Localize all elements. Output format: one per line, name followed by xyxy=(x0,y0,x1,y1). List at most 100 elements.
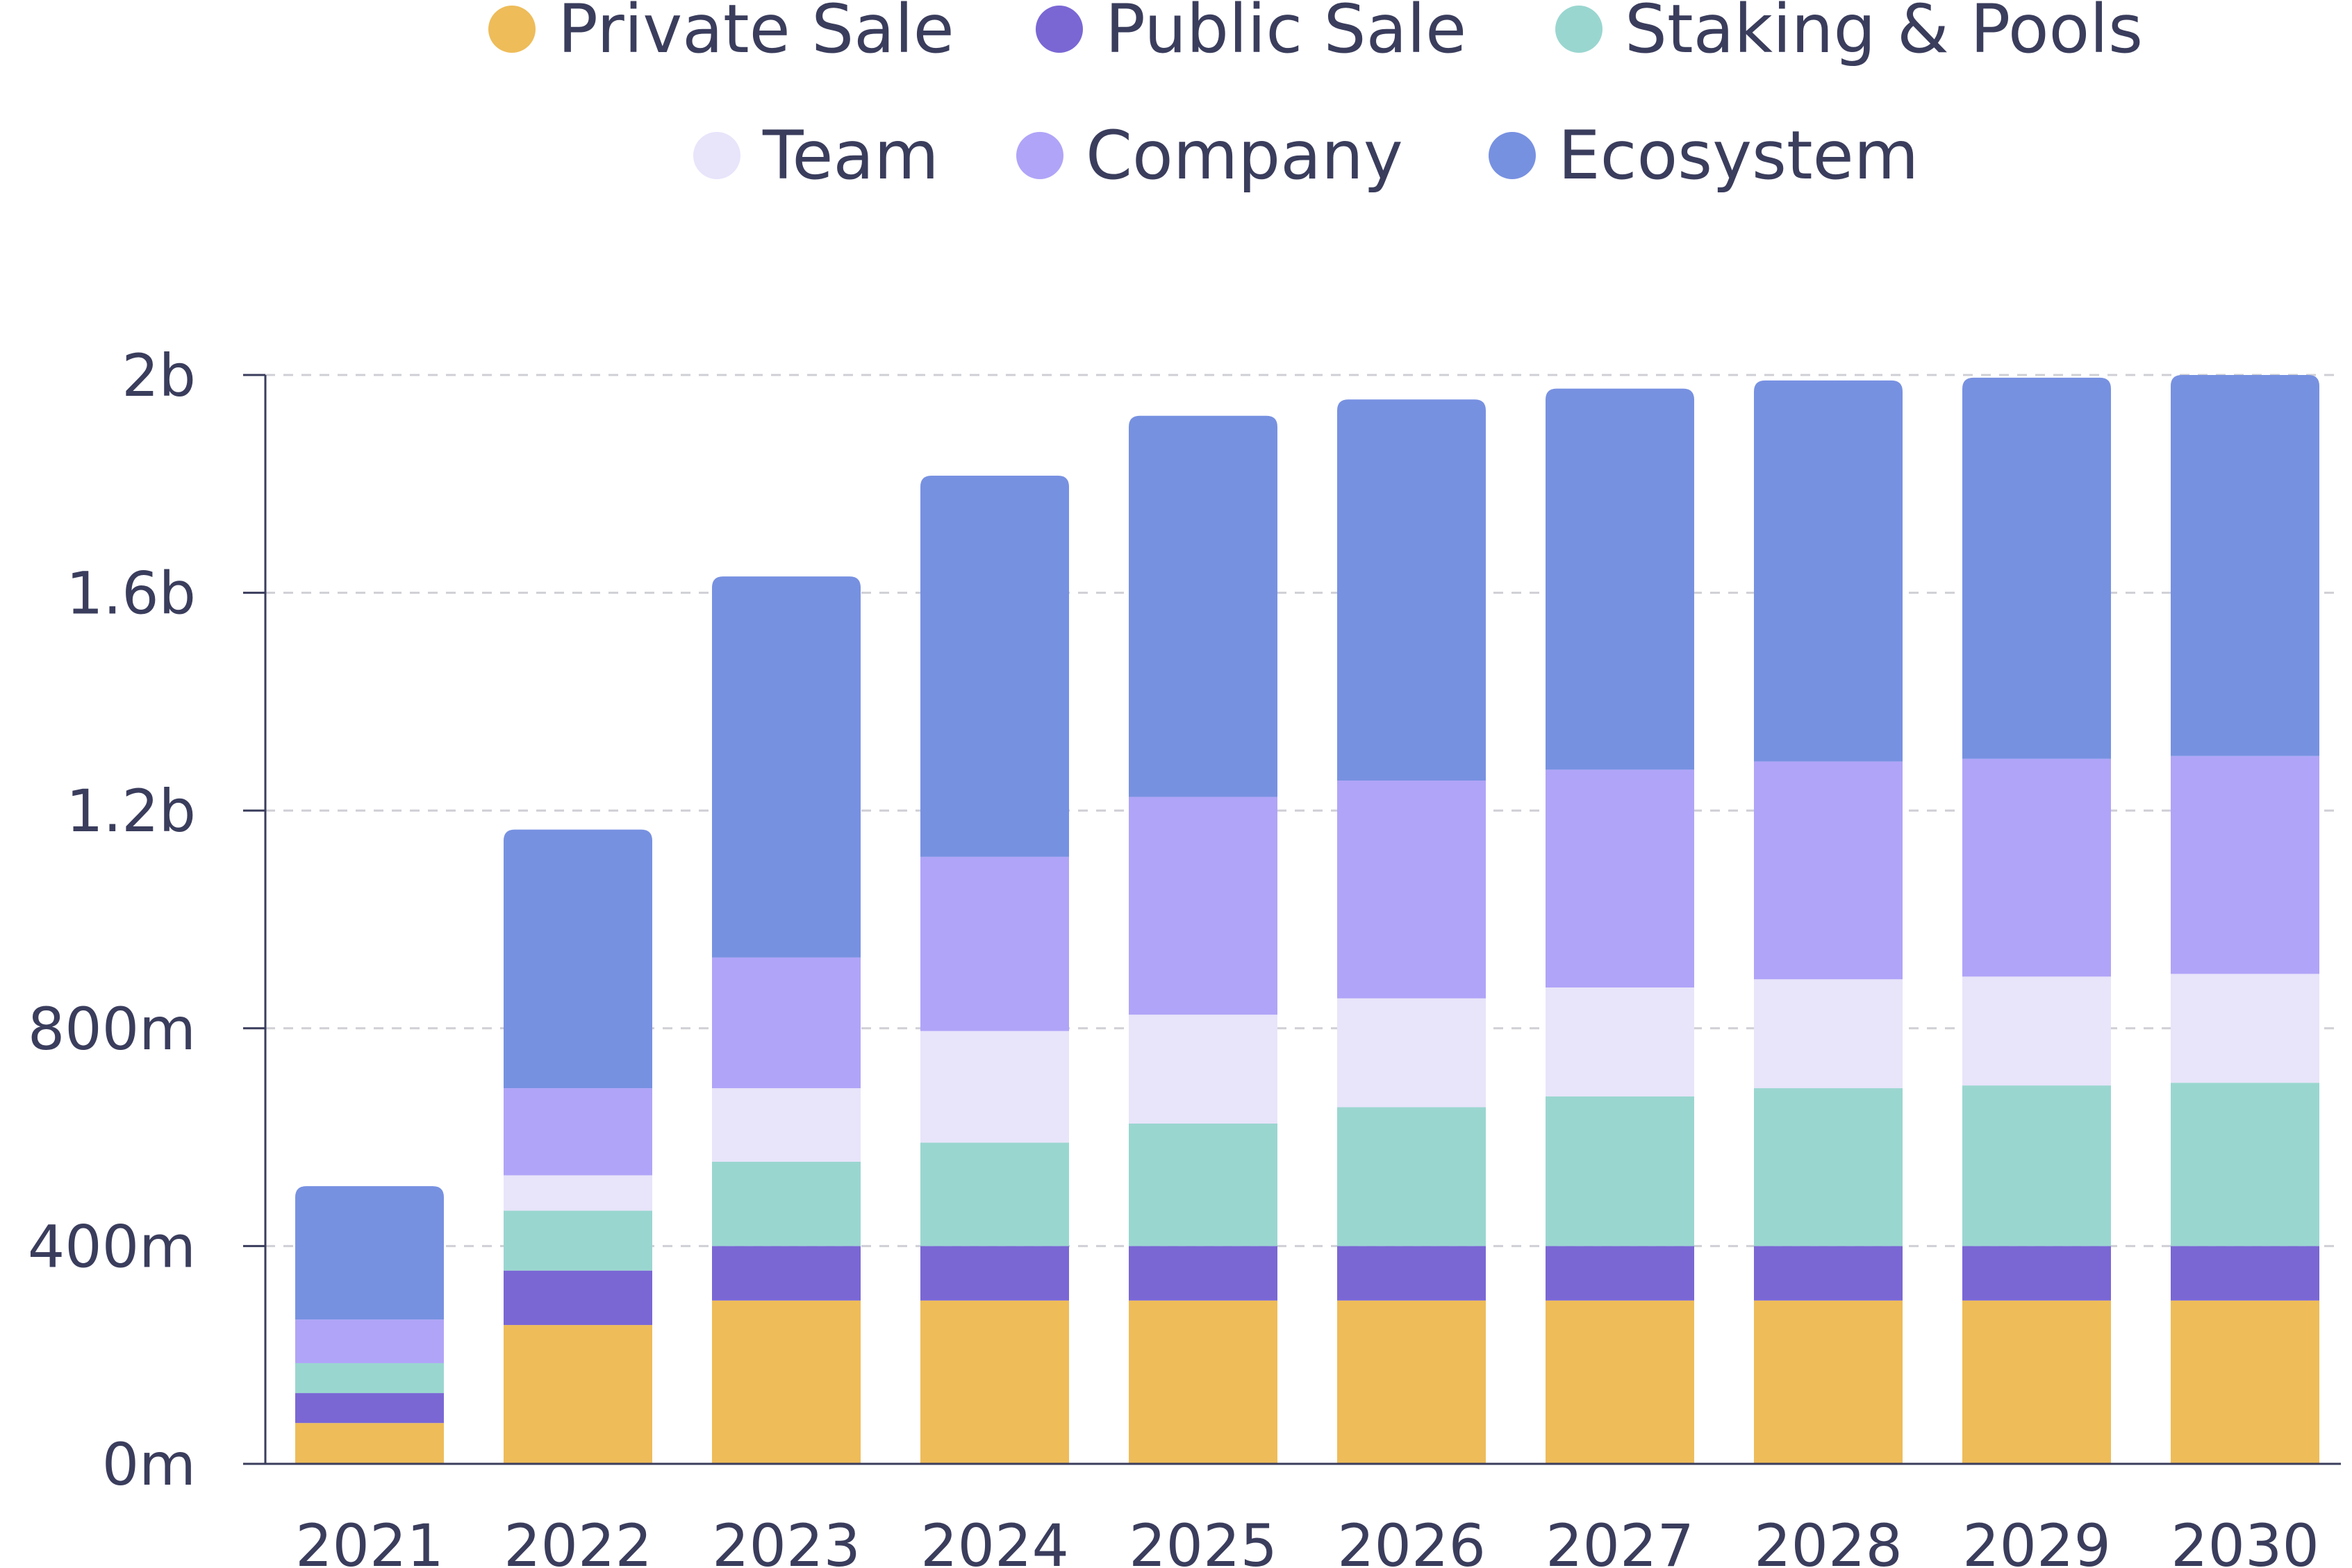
legend-label-team: Team xyxy=(762,117,939,194)
bar-segment-2024-ecosystem xyxy=(920,476,1069,857)
bar-segment-2026-team xyxy=(1337,998,1486,1108)
bar-segment-2030-team xyxy=(2171,974,2319,1083)
chart-legend: Private Sale Public Sale Staking & Pools Te… xyxy=(488,0,2143,194)
bar-segment-2025-company xyxy=(1129,796,1277,1015)
bar-segment-2027-ecosystem xyxy=(1546,388,1694,770)
bar-group-2029 xyxy=(1962,377,2111,1464)
bar-segment-2021-ecosystem xyxy=(295,1186,444,1320)
bar-segment-2030-company xyxy=(2171,756,2319,974)
bar-segment-2023-public-sale xyxy=(712,1246,861,1301)
x-tick-label-2029: 2029 xyxy=(1962,1512,2111,1568)
bar-segment-2022-company xyxy=(504,1088,652,1176)
bar-segment-2021-private-sale xyxy=(295,1423,444,1464)
legend-marker-company xyxy=(1016,132,1063,179)
bar-segment-2021-company xyxy=(295,1319,444,1363)
y-tick-label-1-2b: 1.2b xyxy=(66,777,196,845)
bar-segment-2029-team xyxy=(1962,976,2111,1086)
bar-group-2023 xyxy=(712,576,861,1464)
legend-marker-ecosystem xyxy=(1489,132,1536,179)
bar-segment-2028-public-sale xyxy=(1754,1246,1903,1301)
x-tick-label-2021: 2021 xyxy=(295,1512,444,1568)
bar-segment-2028-company xyxy=(1754,761,1903,980)
bar-segment-2030-ecosystem xyxy=(2171,375,2319,756)
bar-segment-2027-private-sale xyxy=(1546,1300,1694,1464)
legend-marker-private-sale xyxy=(488,6,536,53)
x-tick-label-2025: 2025 xyxy=(1129,1512,1277,1568)
x-tick-label-2022: 2022 xyxy=(504,1512,652,1568)
legend-marker-staking-and-pools xyxy=(1555,6,1602,53)
y-tick-label-2b: 2b xyxy=(122,342,196,410)
bar-segment-2028-ecosystem xyxy=(1754,380,1903,762)
bars xyxy=(295,375,2319,1464)
bar-segment-2026-private-sale xyxy=(1337,1300,1486,1464)
bar-segment-2021-staking-and-pools xyxy=(295,1362,444,1394)
x-tick-label-2023: 2023 xyxy=(712,1512,861,1568)
bar-segment-2022-public-sale xyxy=(504,1270,652,1326)
bar-segment-2027-team xyxy=(1546,987,1694,1096)
bar-segment-2027-company xyxy=(1546,769,1694,987)
axes xyxy=(243,375,2341,1465)
bar-group-2022 xyxy=(504,829,652,1464)
bar-segment-2024-team xyxy=(920,1031,1069,1143)
bar-segment-2026-ecosystem xyxy=(1337,399,1486,781)
bar-segment-2030-staking-and-pools xyxy=(2171,1083,2319,1246)
bar-segment-2029-company xyxy=(1962,758,2111,977)
bar-segment-2029-private-sale xyxy=(1962,1300,2111,1464)
bar-segment-2023-team xyxy=(712,1088,861,1162)
y-tick-label-400m: 400m xyxy=(28,1212,196,1281)
bar-segment-2025-ecosystem xyxy=(1129,415,1277,797)
x-axis-ticks: 2021 2022 2023 2024 2025 2026 2027 2028 2029 2030 xyxy=(295,1512,2319,1568)
bar-segment-2030-public-sale xyxy=(2171,1246,2319,1301)
legend-label-company: Company xyxy=(1086,117,1403,194)
legend-label-public-sale: Public Sale xyxy=(1105,0,1466,68)
bar-group-2028 xyxy=(1754,380,1903,1464)
bar-segment-2029-staking-and-pools xyxy=(1962,1085,2111,1246)
bar-segment-2030-private-sale xyxy=(2171,1300,2319,1464)
bar-segment-2024-public-sale xyxy=(920,1246,1069,1301)
bar-segment-2025-team xyxy=(1129,1015,1277,1124)
bar-segment-2028-private-sale xyxy=(1754,1300,1903,1464)
legend-label-private-sale: Private Sale xyxy=(558,0,954,68)
bar-segment-2022-ecosystem xyxy=(504,829,652,1089)
bar-segment-2023-ecosystem xyxy=(712,576,861,958)
bar-segment-2024-staking-and-pools xyxy=(920,1142,1069,1246)
bar-segment-2023-company xyxy=(712,957,861,1089)
bar-group-2025 xyxy=(1129,415,1277,1464)
bar-segment-2029-public-sale xyxy=(1962,1246,2111,1301)
bar-group-2027 xyxy=(1546,388,1694,1464)
x-tick-label-2027: 2027 xyxy=(1546,1512,1694,1568)
bar-segment-2027-public-sale xyxy=(1546,1246,1694,1301)
bar-segment-2027-staking-and-pools xyxy=(1546,1096,1694,1246)
legend-label-staking-and-pools: Staking & Pools xyxy=(1625,0,2143,68)
x-tick-label-2026: 2026 xyxy=(1337,1512,1486,1568)
y-tick-label-0m: 0m xyxy=(102,1431,196,1499)
bar-segment-2022-private-sale xyxy=(504,1325,652,1464)
bar-segment-2024-company xyxy=(920,856,1069,1031)
y-tick-label-800m: 800m xyxy=(28,995,196,1063)
bar-group-2021 xyxy=(295,1186,444,1464)
bar-segment-2029-ecosystem xyxy=(1962,377,2111,759)
y-tick-label-1-6b: 1.6b xyxy=(66,560,196,628)
bar-segment-2022-team xyxy=(504,1175,652,1211)
x-tick-label-2030: 2030 xyxy=(2171,1512,2319,1568)
legend-label-ecosystem: Ecosystem xyxy=(1558,117,1919,194)
bar-segment-2023-staking-and-pools xyxy=(712,1161,861,1246)
bar-segment-2023-private-sale xyxy=(712,1300,861,1464)
bar-segment-2028-staking-and-pools xyxy=(1754,1088,1903,1246)
x-tick-label-2024: 2024 xyxy=(920,1512,1069,1568)
y-axis-ticks: 0m 400m 800m 1.2b 1.6b 2b xyxy=(28,342,265,1499)
bar-segment-2026-public-sale xyxy=(1337,1246,1486,1301)
legend-marker-team xyxy=(693,132,740,179)
bar-segment-2025-public-sale xyxy=(1129,1246,1277,1301)
bar-segment-2025-staking-and-pools xyxy=(1129,1124,1277,1246)
bar-segment-2026-staking-and-pools xyxy=(1337,1107,1486,1246)
bar-group-2030 xyxy=(2171,375,2319,1464)
bar-segment-2025-private-sale xyxy=(1129,1300,1277,1464)
legend-marker-public-sale xyxy=(1036,6,1083,53)
x-tick-label-2028: 2028 xyxy=(1754,1512,1903,1568)
bar-segment-2028-team xyxy=(1754,979,1903,1089)
bar-segment-2021-public-sale xyxy=(295,1393,444,1424)
bar-group-2026 xyxy=(1337,399,1486,1464)
